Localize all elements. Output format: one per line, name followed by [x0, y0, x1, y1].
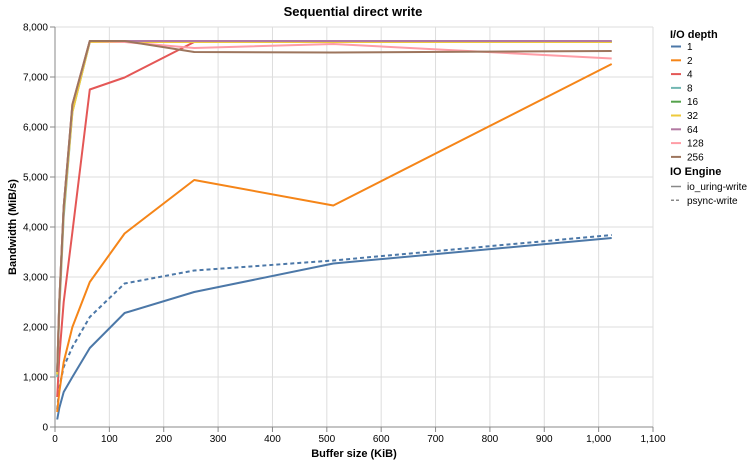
y-tick-label: 8,000 [23, 23, 48, 34]
x-tick-label: 1,000 [586, 434, 611, 445]
series-line-depth-128-io_uring-write [56, 40, 612, 373]
x-tick-label: 400 [264, 434, 281, 445]
y-tick-label: 7,000 [23, 73, 48, 84]
legend-depth-label: 16 [687, 97, 699, 108]
legend-engine-label: io_uring-write [687, 182, 747, 193]
legend-depth-title: I/O depth [670, 29, 718, 41]
legend-depth-label: 128 [687, 139, 704, 150]
series-lines [56, 40, 613, 420]
legend-depth-label: 1 [687, 42, 693, 53]
legend-depth-label: 256 [687, 152, 704, 163]
x-tick-label: 100 [101, 434, 118, 445]
series-line-depth-1-io_uring-write [56, 237, 612, 420]
x-tick-label: 500 [318, 434, 335, 445]
series-line-depth-64-io_uring-write [56, 40, 612, 373]
x-axis-title: Buffer size (KiB) [311, 448, 397, 460]
x-tick-label: 800 [482, 434, 499, 445]
x-tick-label: 300 [210, 434, 227, 445]
series-line-depth-1-psync-write [56, 234, 612, 410]
legend-depth-label: 32 [687, 111, 699, 122]
legend-depth-label: 2 [687, 56, 693, 67]
legend-depth-label: 64 [687, 125, 699, 136]
y-tick-label: 4,000 [23, 223, 48, 234]
y-tick-label: 6,000 [23, 123, 48, 134]
legend-depth-label: 4 [687, 70, 693, 81]
series-line-depth-32-io_uring-write [56, 41, 612, 375]
y-axis-title: Bandwidth (MiB/s) [7, 179, 19, 275]
x-tick-label: 0 [52, 434, 58, 445]
legend-depth-items: 1 2 4 8 16 32 64 128 256 [671, 42, 704, 163]
y-tick-label: 1,000 [23, 373, 48, 384]
legend-engine-title: IO Engine [670, 166, 721, 178]
x-tick-label: 1,100 [640, 434, 665, 445]
legend-depth-label: 8 [687, 83, 693, 94]
x-tick-label: 700 [427, 434, 444, 445]
series-line-depth-2-io_uring-write [56, 63, 613, 413]
axes: 0 100 200 300 400 500 600 700 800 900 1,000 1,100 0 1… [23, 23, 666, 446]
y-tick-label: 5,000 [23, 173, 48, 184]
y-tick-label: 0 [42, 423, 48, 434]
legend-engine-label: psync-write [687, 196, 738, 207]
legend-engine-items: io_uring-write psync-write [671, 182, 747, 207]
series-line-depth-4-io_uring-write [56, 41, 612, 398]
series-line-depth-16-io_uring-write [56, 40, 612, 373]
x-tick-label: 900 [536, 434, 553, 445]
y-tick-label: 3,000 [23, 273, 48, 284]
x-tick-label: 200 [155, 434, 172, 445]
y-tick-label: 2,000 [23, 323, 48, 334]
legend: I/O depth 1 2 4 8 16 32 64 128 256 IO Engine io_… [670, 29, 747, 207]
series-line-depth-256-io_uring-write [56, 40, 612, 373]
chart-title: Sequential direct write [284, 4, 423, 19]
grid [54, 26, 654, 428]
x-tick-label: 600 [373, 434, 390, 445]
